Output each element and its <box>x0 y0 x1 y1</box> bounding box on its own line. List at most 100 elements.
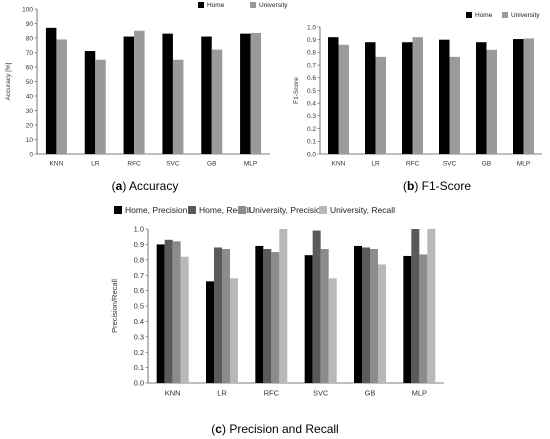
bar-rfc-home-precision <box>255 245 264 383</box>
legend-label-home: Home <box>475 12 493 19</box>
bar-svc-home-precision <box>304 255 313 383</box>
y-tick-label: 0.3 <box>307 113 316 120</box>
legend-label-university: University <box>511 12 540 19</box>
y-tick-label: 40 <box>26 93 34 100</box>
y-tick-label: 0.4 <box>307 100 316 107</box>
legend-label-university: University <box>259 2 288 9</box>
y-tick-label: 0.0 <box>307 151 316 158</box>
x-tick-label-knn: KNN <box>165 389 181 398</box>
bar-gb-university <box>211 49 223 154</box>
x-tick-label-gb: GB <box>207 161 216 168</box>
legend-label-university-recall: University, Recall <box>330 205 395 215</box>
bar-svc-home <box>162 33 173 154</box>
y-axis-title: Precision/Recall <box>110 279 119 333</box>
bar-mlp-university <box>250 32 262 154</box>
bar-lr-home-precision <box>206 281 214 383</box>
y-tick-label: 1.0 <box>134 225 144 234</box>
x-tick-label-rfc: RFC <box>264 389 280 398</box>
bar-knn-university <box>338 44 349 154</box>
bar-lr-university <box>375 56 386 154</box>
x-tick-label-mlp: MLP <box>244 161 257 168</box>
bar-mlp-home-precision <box>403 255 412 383</box>
bar-lr-home <box>84 51 96 154</box>
legend-swatch-home <box>466 12 472 18</box>
legend-swatch-university <box>250 2 256 8</box>
y-tick-label: 0.1 <box>134 363 144 372</box>
legend: Home University <box>198 2 288 9</box>
y-tick-label: 90 <box>26 21 34 28</box>
x-tick-label-svc: SVC <box>166 161 180 168</box>
y-tick-label: 0.2 <box>134 348 144 357</box>
legend-label-home-precision: Home, Precision <box>125 205 188 215</box>
bar-knn-home <box>328 37 339 154</box>
bar-rfc-home <box>402 42 413 154</box>
bar-mlp-home <box>513 39 524 154</box>
bar-knn-university-recall <box>180 256 189 383</box>
y-tick-label: 0.0 <box>134 379 144 388</box>
panel-caption: (c) Precision and Recall <box>211 422 338 436</box>
y-tick-label: 0.2 <box>307 126 316 133</box>
bar-gb-home <box>476 42 487 154</box>
bar-mlp-home <box>240 33 251 154</box>
bar-mlp-home-recall <box>411 229 420 383</box>
x-tick-label-mlp: MLP <box>517 161 530 168</box>
y-axis-title: Accuracy [%] <box>5 62 12 100</box>
bar-rfc-home <box>123 36 135 154</box>
chart-panel-3: 0.0 0.1 0.2 0.3 0.4 0.5 0.6 0.7 0.8 0.9 1.0 Precisi… <box>110 205 444 436</box>
y-tick-label: 0.9 <box>307 37 316 44</box>
chart-panel-1: 0 10 20 30 40 50 60 70 80 90 100 Accuracy [%] KNN LR R… <box>5 2 288 193</box>
y-tick-label: 0.7 <box>134 271 144 280</box>
bar-svc-university <box>449 56 460 154</box>
y-tick-label: 30 <box>26 108 34 115</box>
bar-rfc-university-precision <box>271 252 280 383</box>
bar-svc-university-precision <box>320 249 329 383</box>
bar-knn-home-precision <box>156 244 165 383</box>
x-tick-label-lr: LR <box>91 161 100 168</box>
y-tick-label: 0 <box>29 151 33 158</box>
bar-svc-home-recall <box>312 230 321 383</box>
bar-rfc-university-recall <box>279 229 288 383</box>
y-axis-title: F1-Score <box>293 77 300 104</box>
bar-gb-university-recall <box>378 264 386 383</box>
bar-knn-university <box>56 39 67 155</box>
bar-knn-home <box>45 27 57 155</box>
y-tick-label: 0.5 <box>307 88 316 95</box>
bar-mlp-university-recall <box>427 229 436 383</box>
x-tick-label-gb: GB <box>365 389 376 398</box>
legend-swatch-home-precision <box>114 206 122 214</box>
bar-lr-university <box>95 59 106 154</box>
y-tick-label: 20 <box>26 122 34 129</box>
panel-caption: (b) F1-Score <box>403 179 471 193</box>
x-tick-label-rfc: RFC <box>406 161 420 168</box>
bar-gb-university <box>486 49 497 154</box>
bar-rfc-university <box>412 37 423 154</box>
y-tick-label: 0.1 <box>307 139 316 146</box>
bar-gb-university-precision <box>370 249 378 383</box>
y-tick-label: 0.6 <box>134 286 144 295</box>
y-tick-label: 100 <box>22 6 33 13</box>
x-tick-label-svc: SVC <box>313 389 329 398</box>
y-tick-label: 10 <box>26 137 34 144</box>
legend-label-university-precision: University, Precision <box>249 205 326 215</box>
y-tick-label: 0.8 <box>307 50 316 57</box>
bar-rfc-university <box>134 30 145 154</box>
bar-mlp-university-precision <box>419 254 428 383</box>
bar-lr-home-recall <box>214 247 222 383</box>
bar-svc-university <box>172 59 184 154</box>
x-tick-label-svc: SVC <box>443 161 457 168</box>
legend-swatch-university-precision <box>238 206 246 214</box>
legend-swatch-university-recall <box>319 206 327 214</box>
y-tick-label: 1.0 <box>307 24 316 31</box>
x-tick-label-mlp: MLP <box>412 389 427 398</box>
x-tick-label-knn: KNN <box>50 161 64 168</box>
bar-rfc-home-recall <box>263 249 272 383</box>
bar-lr-home <box>365 42 376 154</box>
bar-knn-university-precision <box>172 241 181 383</box>
x-tick-label-lr: LR <box>217 389 227 398</box>
bar-gb-home-precision <box>354 245 362 383</box>
bar-lr-university-precision <box>222 249 230 383</box>
legend-label-home-recall: Home, Recall <box>199 205 250 215</box>
y-tick-label: 50 <box>26 79 34 86</box>
y-tick-label: 60 <box>26 64 34 71</box>
